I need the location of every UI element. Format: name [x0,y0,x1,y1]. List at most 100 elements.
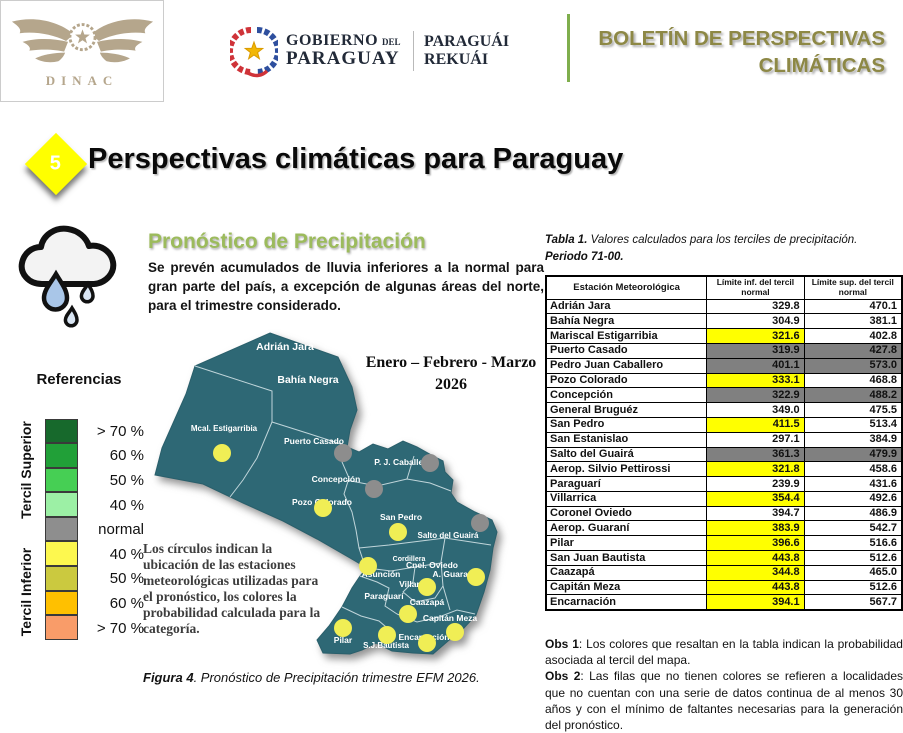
map-region-label: Caazapá [410,597,445,607]
station-name-cell: Bahía Negra [545,313,708,330]
table-row: San Pedro 411.5 513.4 [545,416,903,433]
legend-color-chip [45,566,78,591]
limit-sup-cell: 475.5 [803,402,903,418]
map-region-label: Asunción [362,569,401,579]
bulletin-title: BOLETÍN DE PERSPECTIVAS CLIMÁTICAS [585,26,885,79]
station-marker [389,523,407,541]
station-name-cell: San Estanislao [545,431,708,448]
legend-color-chip [45,541,78,567]
station-name-cell: Pozo Colorado [545,372,708,389]
gobierno-paraguay-logo: GOBIERNO DEL PARAGUAY PARAGUÁI REKUÁI [230,22,509,80]
guarani-line1: PARAGUÁI [424,32,510,50]
forecast-period: Enero – Febrero - Marzo 2026 [362,352,540,395]
limit-sup-cell: 513.4 [803,416,903,433]
obs-2: Obs 2: Las filas que no tienen colores s… [545,669,903,732]
table-row: Concepción 322.9 488.2 [545,387,903,404]
limit-sup-cell: 384.9 [803,431,903,448]
map-region-label: Puerto Casado [284,436,344,446]
limit-inf-cell: 394.1 [706,594,805,611]
limit-sup-cell: 516.6 [803,535,903,552]
figure-caption: Figura 4. Pronóstico de Precipitación tr… [143,670,480,685]
station-marker [334,619,352,637]
station-marker [365,480,383,498]
limit-sup-cell: 542.7 [803,520,903,537]
station-name-cell: Aerop. Guaraní [545,520,708,537]
limit-sup-cell: 479.9 [803,446,903,463]
station-marker [418,634,436,652]
limit-inf-cell: 401.1 [706,357,805,374]
table-row: Mariscal Estigarribia 321.6 402.8 [545,328,903,344]
limit-inf-cell: 321.6 [706,328,805,344]
legend-color-chip [45,418,78,444]
gobierno-text: GOBIERNO DEL PARAGUAY [286,32,401,70]
guarani-line2: REKUÁI [424,51,489,68]
legend-title: Referencias [36,371,122,388]
tercil-inferior-label: Tercil Inferior [18,547,34,637]
rain-cloud-icon [18,225,117,328]
tercil-superior-label: Tercil Superior [18,421,34,519]
forecast-heading: Pronóstico de Precipitación [148,230,426,253]
legend-row: 40 % [45,492,144,518]
legend-row: 40 % [45,541,144,567]
limit-inf-cell: 354.4 [706,490,805,507]
table-row: Puerto Casado 319.9 427.8 [545,342,903,359]
station-name-cell: San Pedro [545,416,708,433]
station-marker [446,623,464,641]
map-region-label: Paraguarí [364,591,404,601]
station-name-cell: Puerto Casado [545,342,708,359]
col-header-station: Estación Meteorológica [545,275,708,300]
legend-row: 50 % [45,566,144,592]
limit-inf-cell: 333.1 [706,372,805,389]
limit-inf-cell: 361.3 [706,446,805,463]
map-region-label: San Pedro [380,512,422,522]
legend-color-chip [45,590,78,616]
limit-inf-cell: 411.5 [706,416,805,433]
limit-sup-cell: 488.2 [803,387,903,404]
station-name-cell: Concepción [545,387,708,404]
table-row: San Juan Bautista 443.8 512.6 [545,550,903,566]
table-title-text: Valores calculados para los terciles de … [587,234,858,246]
map-region-label: Cnel. Oviedo [406,560,458,570]
legend-label: 40 % [109,496,144,514]
table-row: Encarnación 394.1 567.7 [545,594,903,611]
map-region-label: A. Guaraní [433,569,477,579]
limit-sup-cell: 492.6 [803,490,903,507]
gobierno-line1: GOBIERNO [286,32,379,50]
logo-divider [412,31,415,71]
bulletin-title-line2: CLIMÁTICAS [758,53,885,77]
station-name-cell: Caazapá [545,564,708,581]
limit-sup-cell: 512.6 [803,550,903,566]
map-region-label: P. J. Caballero [374,457,431,467]
limit-inf-cell: 349.0 [706,402,805,418]
map-region-label: Cordillera [393,556,426,563]
limit-inf-cell: 396.6 [706,535,805,552]
table-title: Tabla 1. Valores calculados para los ter… [545,232,903,267]
legend-label: normal [98,521,144,539]
gobierno-line2: PARAGUAY [286,48,400,70]
col-header-sup: Límite sup. del tercil normal [803,275,903,300]
map-region-label: Mcal. Estigarribia [191,424,258,433]
legend-label: > 70 % [96,422,144,440]
table-header: Estación Meteorológica Límite inf. del t… [545,275,903,300]
map-region-label: Pilar [334,635,353,645]
table-row: Caazapá 344.8 465.0 [545,564,903,581]
table-row: Adrián Jara 329.8 470.1 [545,298,903,315]
dinac-label: DINAC [45,73,119,88]
table-row: Coronel Oviedo 394.7 486.9 [545,505,903,522]
limit-inf-cell: 383.9 [706,520,805,537]
obs-1: Obs 1: Los colores que resaltan en la ta… [545,637,903,668]
forecast-body: Se prevén acumulados de lluvia inferiore… [148,260,544,314]
station-marker [467,568,485,586]
station-name-cell: Pilar [545,535,708,552]
legend-color-chip [45,467,78,493]
station-name-cell: San Juan Bautista [545,550,708,566]
gobierno-del: DEL [382,37,401,48]
legend-row: 60 % [45,443,144,469]
limit-inf-cell: 321.8 [706,461,805,478]
table-row: Capitán Meza 443.8 512.6 [545,579,903,596]
map-region-label: Villarrica [399,579,435,589]
limit-sup-cell: 427.8 [803,342,903,359]
guarani-text: PARAGUÁI REKUÁI [424,33,509,70]
terciles-table: Estación Meteorológica Límite inf. del t… [545,275,903,612]
